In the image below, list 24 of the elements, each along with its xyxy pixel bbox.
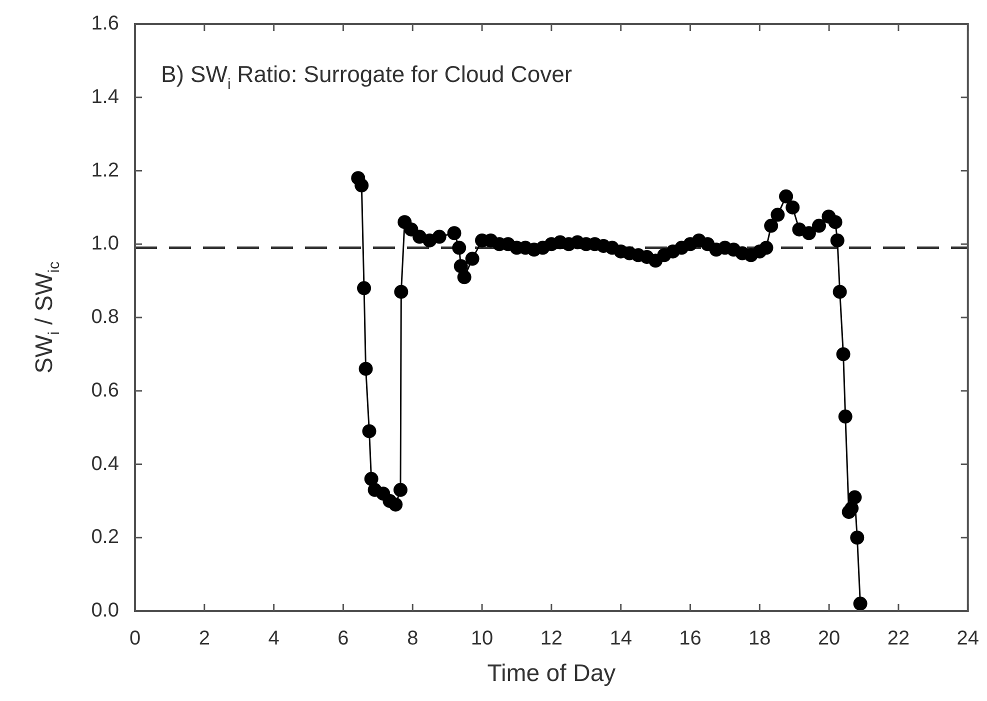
x-tick-label: 14	[610, 628, 632, 650]
x-tick-label: 16	[679, 628, 702, 650]
x-tick-label: 18	[748, 628, 771, 650]
x-tick-label: 22	[887, 628, 910, 650]
x-tick-label: 4	[268, 628, 280, 650]
x-tick-label: 6	[338, 628, 349, 650]
y-tick-label: 1.2	[91, 159, 119, 182]
y-tick-label: 0.8	[91, 306, 119, 328]
y-tick-label: 0.6	[91, 379, 119, 402]
x-axis-title: Time of Day	[487, 660, 616, 687]
x-tick-label: 10	[470, 628, 494, 650]
x-tick-label: 12	[540, 628, 563, 650]
y-tick-label: 0.2	[91, 526, 119, 548]
x-tick-label: 0	[129, 628, 141, 650]
x-tick-label: 2	[198, 628, 210, 650]
y-axis-title: SWi / SWic	[31, 261, 64, 374]
y-tick-label: 1.6	[91, 12, 119, 35]
x-tick-label: 8	[407, 628, 418, 650]
y-tick-label: 0.4	[91, 452, 119, 475]
y-tick-label: 0.0	[91, 600, 119, 622]
y-tick-label: 1.4	[91, 86, 119, 108]
y-tick-label: 1.0	[91, 232, 119, 255]
x-tick-label: 24	[956, 628, 979, 650]
x-tick-label: 20	[818, 628, 840, 650]
